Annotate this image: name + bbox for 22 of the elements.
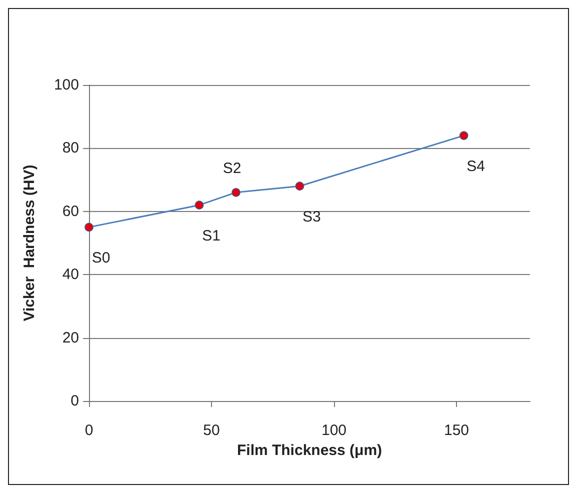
point	[295, 182, 304, 191]
annotation: S3	[302, 208, 321, 226]
x-tick-label: 50	[203, 422, 220, 439]
y-tick-label: 100	[54, 76, 79, 94]
y-tick-label: 60	[62, 202, 79, 220]
y-tick-label: 20	[62, 329, 79, 346]
annotation: S1	[202, 228, 220, 245]
annotation: S0	[92, 250, 110, 267]
point	[194, 200, 204, 210]
annotation: S2	[222, 160, 242, 177]
x-tick-label: 150	[444, 422, 470, 439]
point	[84, 222, 94, 232]
point	[459, 131, 468, 140]
x-tick-label: 100	[321, 422, 347, 439]
y-tick-label: 40	[62, 266, 79, 284]
y-tick-label: 0	[70, 392, 79, 410]
x-tick-label: 0	[84, 422, 94, 439]
y-tick-label: 80	[62, 140, 79, 157]
point	[232, 188, 240, 197]
x-axis-title: Film Thickness (μm)	[236, 442, 382, 459]
annotation: S4	[466, 158, 486, 176]
y-axis-title: Vicker Hardness (HV)	[21, 164, 38, 322]
